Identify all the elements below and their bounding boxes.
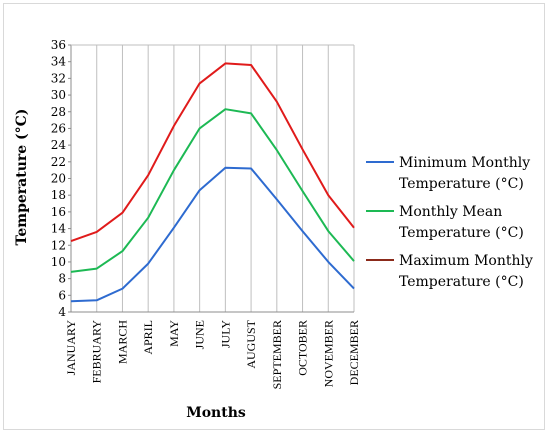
y-tick-label-14: 14: [51, 222, 67, 236]
y-tick-label-24: 24: [51, 138, 67, 152]
y-tick-label-34: 34: [51, 55, 67, 69]
legend-label-2-line-2: Temperature (°C): [399, 225, 524, 241]
y-tick-labels: 4 6 8 10 12 14 16 18 20 22 24 26 28 30 32 34 36: [51, 38, 71, 319]
series-line-3: [70, 62, 355, 243]
y-tick-label-18: 18: [51, 188, 66, 202]
legend-label-1-line-2: Temperature (°C): [399, 176, 524, 192]
legend-label-3-line-1: Maximum Monthly: [399, 253, 533, 269]
x-tick-label-september: SEPTEMBER: [270, 320, 284, 389]
y-tick-label-36: 36: [51, 38, 66, 52]
legend-label-1-line-1: Minimum Monthly: [399, 155, 530, 171]
x-tick-label-august: AUGUST: [244, 319, 258, 368]
chart-frame: [3, 3, 545, 430]
y-tick-label-8: 8: [58, 272, 66, 286]
x-tick-label-may: MAY: [167, 320, 181, 347]
x-tick-label-november: NOVEMBER: [321, 320, 335, 387]
legend-label-3-line-2: Temperature (°C): [399, 274, 524, 290]
legend-label-2-line-1: Monthly Mean: [399, 204, 502, 220]
series-line-1: [70, 166, 355, 303]
y-tick-label-6: 6: [58, 288, 66, 302]
x-tick-label-march: MARCH: [115, 320, 129, 364]
x-tick-label-april: APRIL: [141, 320, 155, 355]
y-tick-label-20: 20: [51, 172, 66, 186]
y-axis-title: Temperature (°C): [14, 109, 30, 246]
x-axis-title: Months: [186, 405, 246, 421]
x-tick-label-october: OCTOBER: [296, 320, 310, 376]
legend: Minimum Monthly Temperature (°C) Monthly M…: [366, 155, 533, 290]
y-tick-label-26: 26: [51, 121, 66, 135]
x-tick-label-february: FEBRUARY: [90, 320, 104, 384]
x-tick-label-january: JANUARY: [64, 320, 78, 376]
y-tick-label-32: 32: [51, 71, 66, 85]
x-tick-label-december: DECEMBER: [347, 320, 361, 385]
y-tick-label-12: 12: [51, 238, 66, 252]
y-tick-label-30: 30: [51, 88, 66, 102]
x-tick-labels: JANUARY FEBRUARY MARCH APRIL MAY JUNE JULY AUGU…: [64, 319, 361, 389]
series-line-2: [70, 108, 355, 273]
x-tick-label-june: JUNE: [193, 320, 207, 349]
series-lines: [70, 62, 355, 303]
y-tick-label-16: 16: [51, 205, 66, 219]
y-tick-label-4: 4: [58, 305, 66, 319]
y-tick-label-22: 22: [51, 155, 66, 169]
x-tick-label-july: JULY: [218, 320, 232, 348]
y-tick-label-10: 10: [51, 255, 66, 269]
y-tick-label-28: 28: [51, 105, 66, 119]
